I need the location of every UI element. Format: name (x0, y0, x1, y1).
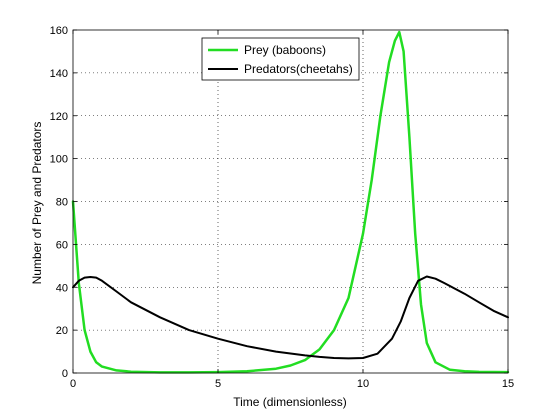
x-tick-label: 0 (70, 378, 76, 390)
y-axis-label: Number of Prey and Predators (30, 122, 44, 285)
axis-ticks: 0 5 10 15 0 20 40 60 80 100 120 140 160 (50, 25, 514, 390)
x-tick-label: 10 (357, 378, 369, 390)
y-tick-label: 160 (50, 25, 68, 37)
y-tick-label: 80 (56, 197, 68, 209)
x-tick-label: 5 (215, 378, 221, 390)
x-axis-label: Time (dimensionless) (233, 395, 347, 409)
legend-box (201, 37, 360, 81)
y-tick-label: 100 (50, 154, 68, 166)
legend-label-prey: Prey (baboons) (244, 43, 326, 57)
prey-line (71, 30, 510, 374)
grid (73, 30, 508, 373)
y-tick-label: 40 (56, 282, 68, 294)
legend: Prey (baboons) Predators(cheetahs) (201, 37, 360, 81)
plot-frame (72, 29, 509, 374)
plot-series (71, 30, 510, 374)
predators-line (72, 275, 509, 360)
y-tick-label: 20 (56, 325, 68, 337)
x-tick-label: 15 (502, 378, 514, 390)
y-tick-label: 0 (62, 368, 68, 380)
y-tick-label: 60 (56, 239, 68, 251)
legend-label-predators: Predators(cheetahs) (244, 62, 353, 76)
y-tick-label: 120 (50, 111, 68, 123)
y-tick-label: 140 (50, 68, 68, 80)
